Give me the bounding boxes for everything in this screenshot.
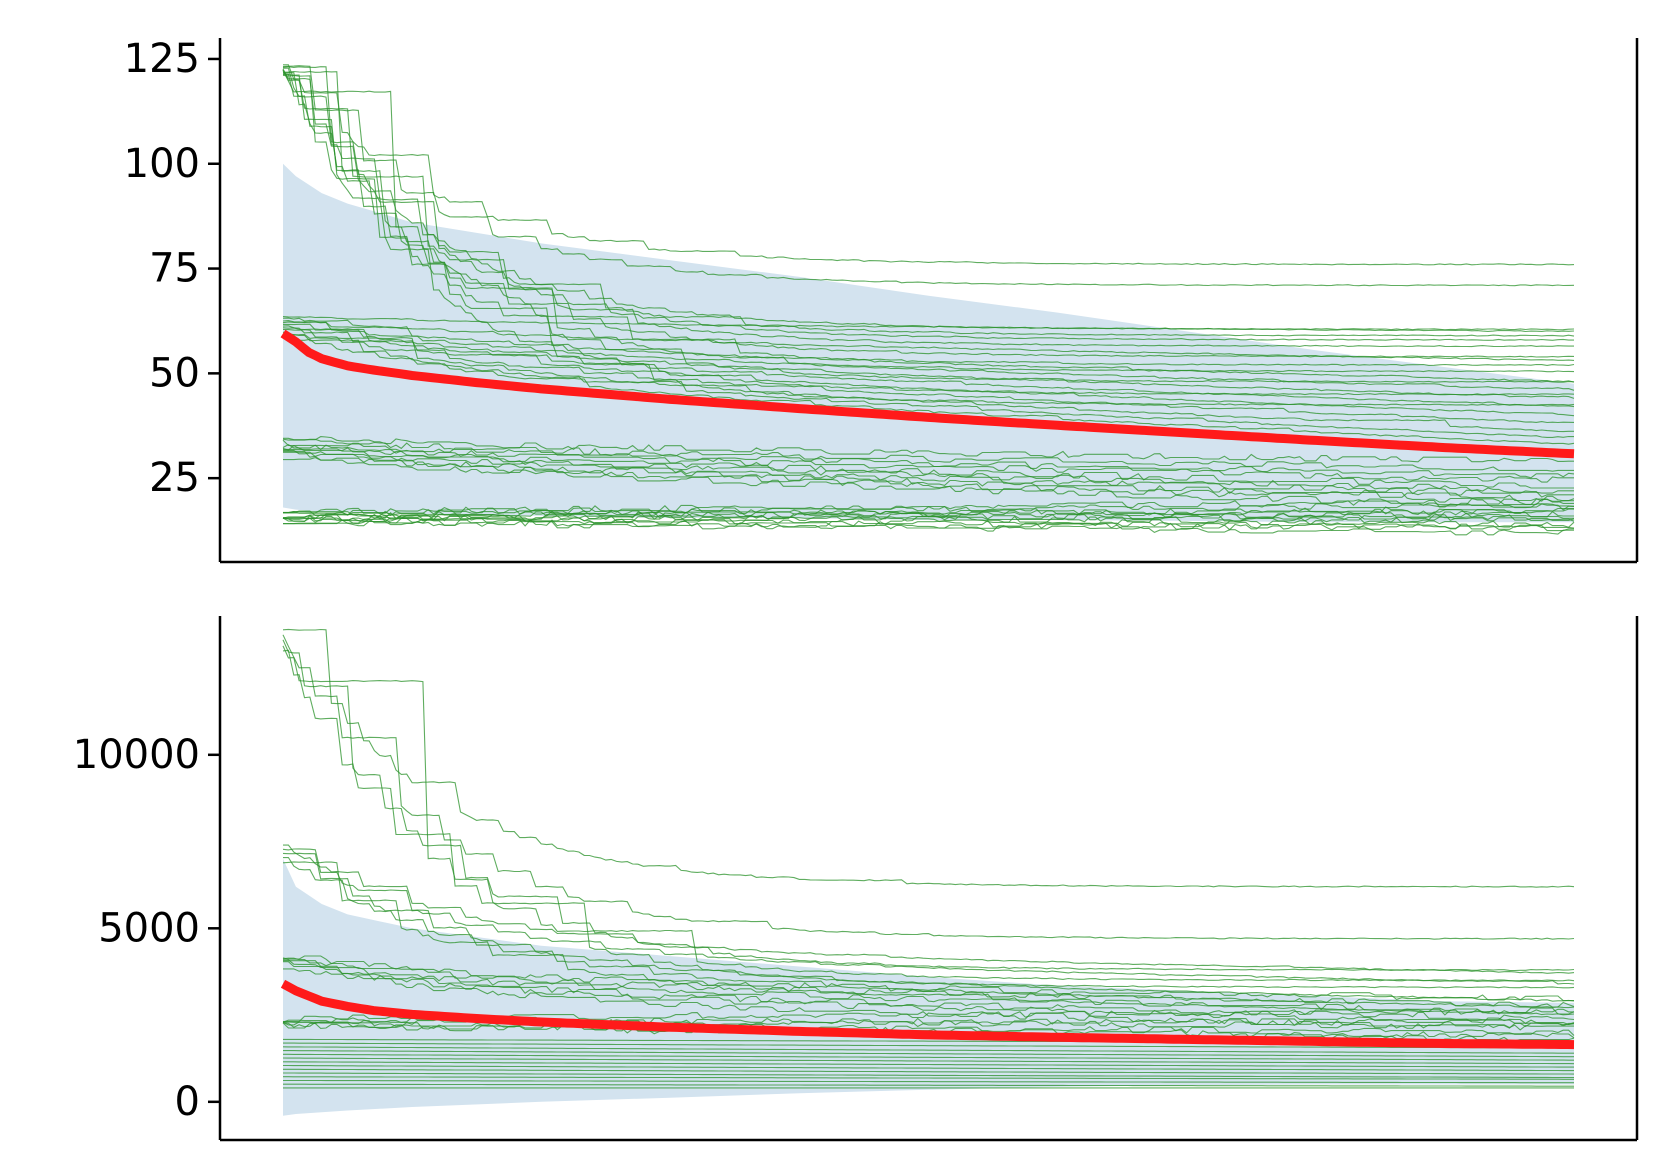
- y-tick-label: 10000: [73, 732, 200, 778]
- run-line-30: [283, 1068, 1575, 1075]
- run-line-4: [282, 68, 1574, 341]
- run-line-32: [283, 457, 1574, 511]
- run-line-30: [283, 450, 1574, 502]
- run-line-12: [282, 315, 1575, 333]
- plot-area: [280, 64, 1575, 536]
- run-line-13: [282, 317, 1575, 361]
- run-line-21: [282, 333, 1575, 438]
- run-line-43: [283, 518, 1574, 532]
- run-line-29: [283, 1064, 1574, 1072]
- run-line-34: [283, 502, 1575, 516]
- run-line-14: [282, 320, 1575, 383]
- run-line-42: [283, 516, 1575, 530]
- top-panel: 25 50 75 100 125: [124, 36, 1639, 564]
- run-line-9: [282, 861, 1575, 1016]
- run-line-26: [282, 443, 1574, 483]
- run-line-31: [283, 1072, 1574, 1079]
- run-line-23: [283, 436, 1574, 463]
- run-line-32: [283, 1076, 1574, 1080]
- run-line-6: [282, 848, 1575, 985]
- run-line-19: [282, 328, 1575, 424]
- run-line-28: [283, 1061, 1574, 1068]
- run-line-44: [283, 520, 1574, 536]
- run-line-1: [282, 65, 1575, 287]
- run-line-33: [283, 1079, 1574, 1084]
- run-line-8: [282, 856, 1575, 1009]
- run-line-17: [282, 325, 1575, 408]
- run-line-29: [283, 449, 1574, 498]
- run-line-24: [282, 1046, 1574, 1054]
- y-tick-label: 0: [175, 1079, 200, 1125]
- run-line-8: [282, 72, 1575, 373]
- run-line-14: [283, 961, 1575, 1026]
- run-line-16: [283, 323, 1575, 399]
- run-line-12: [283, 959, 1575, 1015]
- run-line-11: [282, 74, 1575, 406]
- run-line-22: [282, 335, 1575, 445]
- run-line-5: [282, 844, 1575, 974]
- bottom-panel: 0 5000 10000: [73, 616, 1639, 1142]
- run-line-2: [282, 639, 1575, 972]
- run-line-26: [283, 1053, 1574, 1061]
- run-line-40: [282, 514, 1575, 524]
- run-line-3: [283, 67, 1575, 337]
- run-line-25: [283, 1050, 1574, 1058]
- y-tick-label: 100: [124, 141, 200, 187]
- y-tick-label: 75: [149, 246, 200, 292]
- run-line-0: [282, 628, 1575, 888]
- run-line-28: [283, 448, 1574, 494]
- run-line-11: [282, 957, 1575, 1008]
- run-line-0: [283, 64, 1575, 266]
- y-tick-label: 50: [149, 350, 200, 396]
- run-line-15: [283, 968, 1574, 1031]
- run-line-20: [282, 331, 1574, 433]
- run-line-31: [283, 451, 1574, 505]
- run-line-23: [283, 1042, 1574, 1049]
- run-line-34: [283, 1083, 1574, 1087]
- mean-line: [280, 329, 1575, 459]
- confidence-band: [283, 163, 1574, 523]
- run-line-7: [282, 852, 1575, 1002]
- run-line-18: [282, 327, 1575, 417]
- run-line-9: [282, 73, 1575, 383]
- run-line-5: [282, 69, 1574, 348]
- run-line-41: [282, 517, 1575, 528]
- run-line-27: [282, 1057, 1575, 1065]
- run-line-3: [282, 645, 1575, 982]
- run-line-7: [282, 70, 1575, 366]
- y-tick-label: 5000: [98, 905, 200, 951]
- run-line-10: [282, 73, 1575, 396]
- y-tick-label: 125: [124, 36, 200, 82]
- run-line-1: [282, 634, 1575, 940]
- run-line-25: [282, 439, 1575, 479]
- run-line-15: [282, 321, 1575, 391]
- run-line-19: [282, 1020, 1575, 1036]
- run-line-24: [282, 438, 1574, 472]
- plot-area: [280, 628, 1575, 1116]
- y-tick-label: 25: [149, 455, 200, 501]
- mean-line: [280, 979, 1575, 1050]
